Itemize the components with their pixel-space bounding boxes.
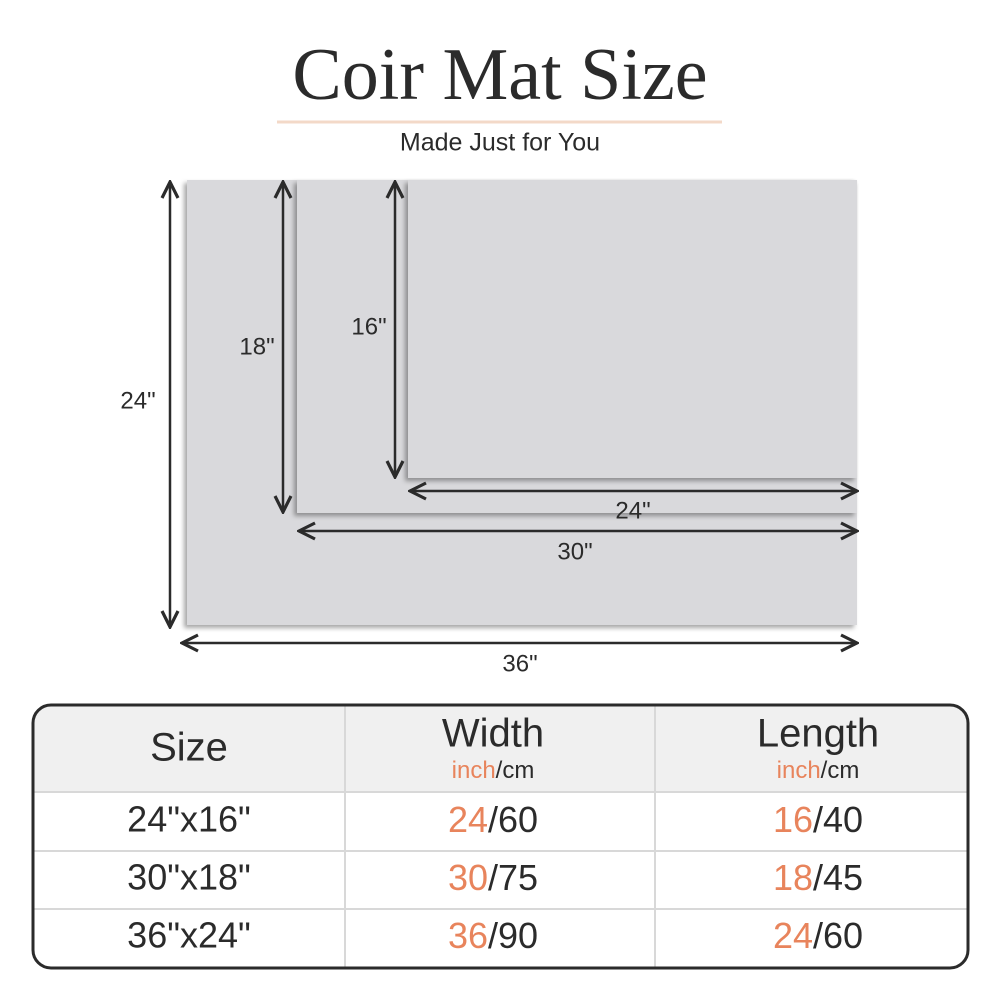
- table-cell: 24"x16": [127, 799, 251, 840]
- unit-primary: inch: [452, 757, 496, 784]
- table-header-bg: [33, 705, 968, 792]
- cm-value: 60: [823, 915, 863, 956]
- table-cell: 36"x24": [127, 915, 251, 956]
- cm-value: 45: [823, 857, 863, 898]
- mat-diagram: 24" 18" 16" 36" 30" 24": [120, 180, 857, 677]
- dimension-label: 36": [502, 650, 537, 677]
- dimension-label: 24": [120, 387, 155, 414]
- value-separator: /: [813, 857, 823, 898]
- table-cell: 18/45: [773, 857, 863, 898]
- inch-value: 16: [773, 799, 813, 840]
- value-separator: /: [813, 799, 823, 840]
- header-unit: inch/cm: [777, 757, 860, 784]
- inch-value: 24: [773, 915, 813, 956]
- table-cell: 30/75: [448, 857, 538, 898]
- dimension-label: 16": [351, 313, 386, 340]
- table-cell: 24/60: [773, 915, 863, 956]
- cm-value: 75: [498, 857, 538, 898]
- unit-separator: /: [496, 757, 503, 784]
- table-cell: 36/90: [448, 915, 538, 956]
- cm-value: 90: [498, 915, 538, 956]
- subtitle: Made Just for You: [400, 129, 600, 157]
- cm-value: 40: [823, 799, 863, 840]
- unit-primary: inch: [777, 757, 821, 784]
- table-cell: 24/60: [448, 799, 538, 840]
- header-unit: inch/cm: [452, 757, 535, 784]
- dimension-label: 24": [615, 497, 650, 524]
- unit-separator: /: [821, 757, 828, 784]
- value-separator: /: [488, 857, 498, 898]
- dimension-label: 18": [239, 333, 274, 360]
- inch-value: 36: [448, 915, 488, 956]
- unit-secondary: cm: [827, 757, 859, 784]
- cm-value: 60: [498, 799, 538, 840]
- title: Coir Mat Size: [292, 34, 707, 116]
- table-cell: 30"x18": [127, 857, 251, 898]
- value-separator: /: [488, 915, 498, 956]
- table-border: [31, 703, 970, 970]
- inch-value: 24: [448, 799, 488, 840]
- table-cell: 16/40: [773, 799, 863, 840]
- header-cell: Width: [442, 712, 544, 756]
- value-separator: /: [813, 915, 823, 956]
- unit-secondary: cm: [502, 757, 534, 784]
- header-cell: Size: [150, 726, 228, 770]
- header-cell: Length: [757, 712, 879, 756]
- dimension-label: 30": [557, 538, 592, 565]
- inch-value: 30: [448, 857, 488, 898]
- value-separator: /: [488, 799, 498, 840]
- inch-value: 18: [773, 857, 813, 898]
- mat-small: [408, 180, 857, 478]
